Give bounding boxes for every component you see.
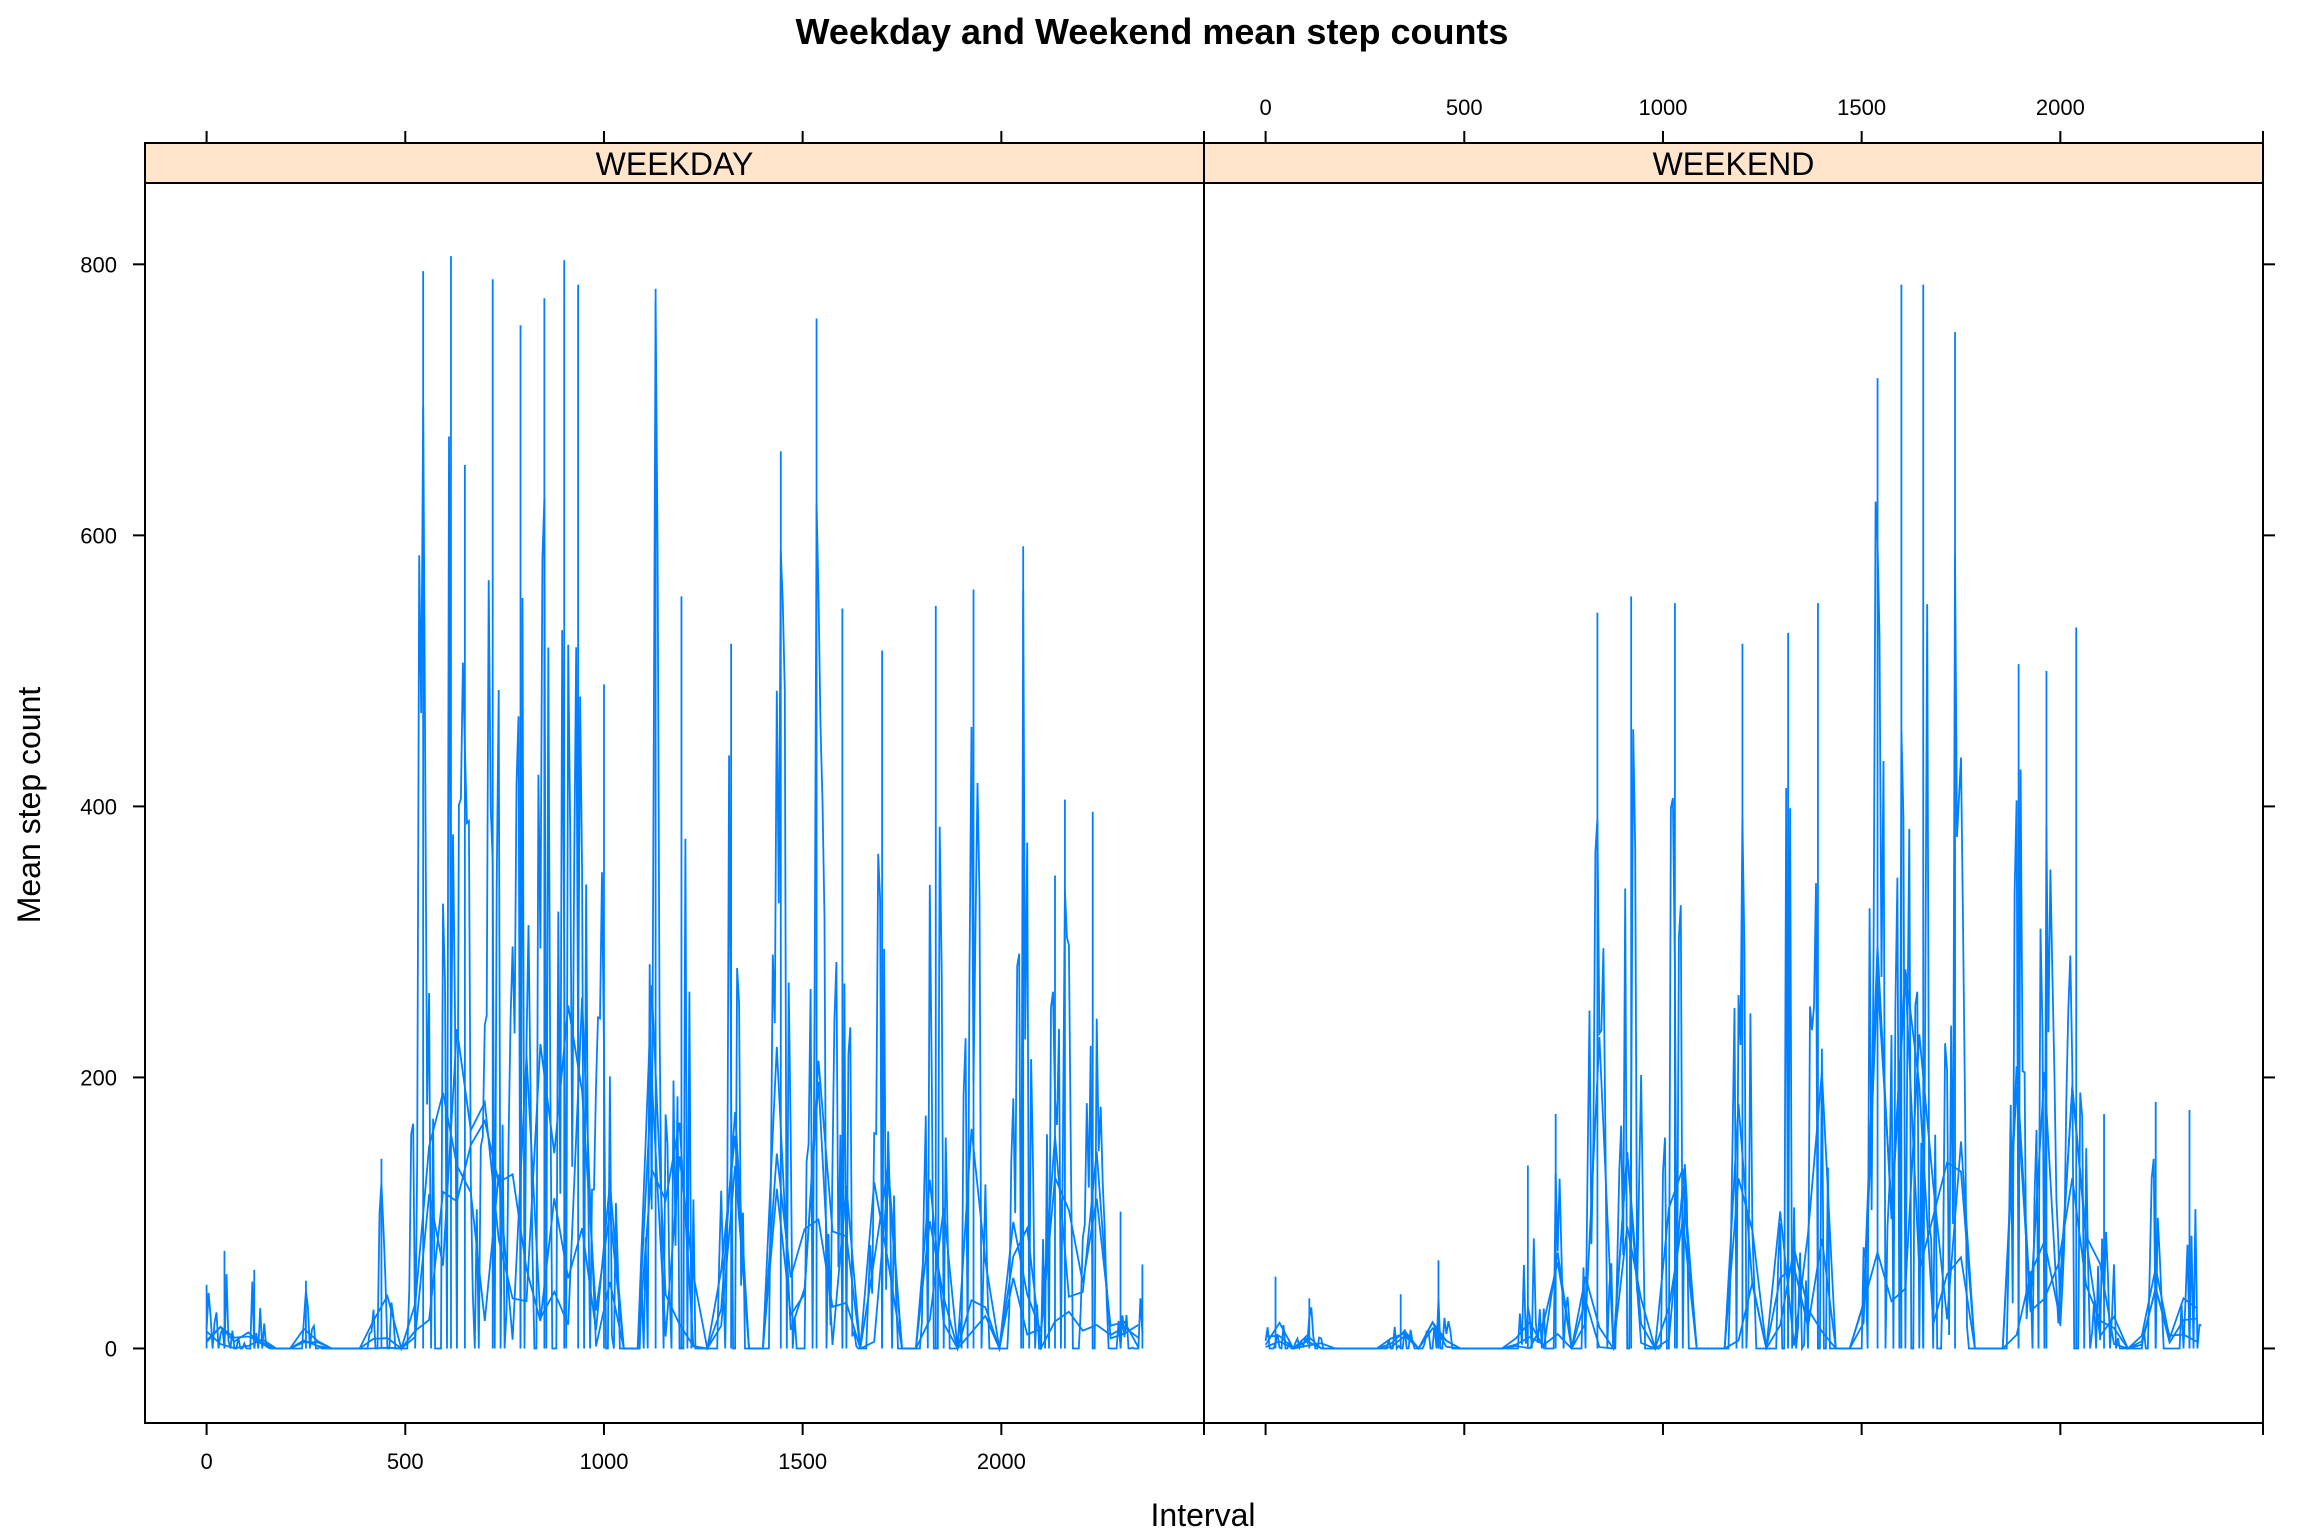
series-line bbox=[1264, 946, 2198, 1350]
y-tick-label: 400 bbox=[80, 794, 117, 819]
panel-weekend-strip bbox=[1203, 142, 2264, 184]
x-axis-title: Interval bbox=[1151, 1497, 1256, 1533]
x-tick-label: 0 bbox=[200, 1449, 212, 1474]
y-tick-label: 600 bbox=[80, 523, 117, 548]
panel-weekend-label: WEEKEND bbox=[1653, 146, 1815, 182]
series-line bbox=[205, 1005, 1139, 1351]
chart-title: Weekday and Weekend mean step counts bbox=[796, 11, 1509, 52]
x-tick-label: 1000 bbox=[579, 1449, 628, 1474]
x-tick-label: 1500 bbox=[778, 1449, 827, 1474]
x-tick-label: 2000 bbox=[2036, 95, 2085, 120]
y-tick-label: 0 bbox=[105, 1336, 117, 1361]
panel-weekday-label: WEEKDAY bbox=[596, 146, 754, 182]
series-line bbox=[205, 997, 1140, 1352]
panel-weekday-plot bbox=[205, 256, 1144, 1352]
panel-weekend-frame bbox=[1203, 182, 2264, 1424]
x-tick-label: 1000 bbox=[1638, 95, 1687, 120]
x-tick-label: 2000 bbox=[977, 1449, 1026, 1474]
panel-weekday-strip bbox=[144, 142, 1205, 184]
series-line bbox=[1264, 501, 2202, 1352]
y-tick-label: 200 bbox=[80, 1065, 117, 1090]
panel-weekend-plot bbox=[1264, 284, 2202, 1352]
series-line bbox=[205, 300, 1144, 1350]
x-tick-label: 500 bbox=[387, 1449, 424, 1474]
x-tick-label: 500 bbox=[1446, 95, 1483, 120]
y-tick-label: 800 bbox=[80, 252, 117, 277]
x-tick-label: 0 bbox=[1259, 95, 1271, 120]
x-tick-label: 1500 bbox=[1837, 95, 1886, 120]
y-axis-title: Mean step count bbox=[11, 687, 47, 924]
axes: 0 200 400 600 800 0 500 1000 1500 2000 0 500 1000 150… bbox=[80, 95, 2275, 1474]
series-line bbox=[205, 985, 1139, 1352]
